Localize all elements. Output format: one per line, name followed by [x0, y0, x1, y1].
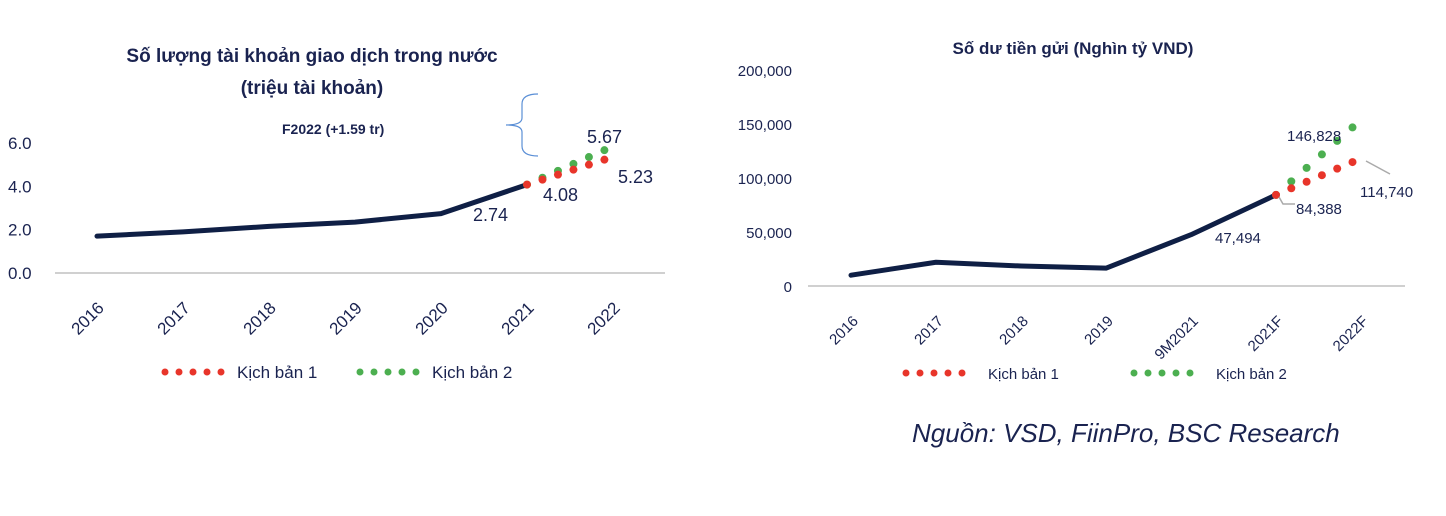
- legend-marker-1: [217, 368, 225, 376]
- y-tick-label: 4.0: [8, 177, 32, 196]
- data-label: 2.74: [473, 205, 508, 225]
- chart-title: Số dư tiền gửi (Nghìn tỷ VND): [953, 39, 1194, 58]
- legend-marker-2: [398, 368, 406, 376]
- forecast-dot-2: [1317, 150, 1326, 159]
- legend-marker-2: [1158, 369, 1166, 377]
- legend-marker-1: [203, 368, 211, 376]
- x-tick-label: 2021F: [1245, 313, 1287, 355]
- forecast-dot-1: [1302, 177, 1311, 186]
- legend-marker-1: [930, 369, 938, 377]
- legend-marker-1: [161, 368, 169, 376]
- actual-series-line: [848, 192, 1279, 278]
- x-tick-label: 2020: [412, 298, 452, 338]
- source-note: Nguồn: VSD, FiinPro, BSC Research: [912, 418, 1340, 448]
- legend-label: Kịch bản 1: [988, 366, 1059, 383]
- x-tick-label: 2016: [826, 313, 862, 349]
- legend-marker-2: [1172, 369, 1180, 377]
- y-tick-label: 2.0: [8, 221, 32, 240]
- forecast-dot-1: [584, 160, 593, 169]
- y-tick-label: 150,000: [738, 117, 792, 134]
- forecast-dot-2: [569, 159, 578, 168]
- actual-series-line: [94, 182, 530, 239]
- forecast-dot-2: [1348, 123, 1357, 132]
- x-tick-label: 2016: [68, 298, 108, 338]
- x-tick-label: 2022: [584, 298, 624, 338]
- forecast-dot-1: [523, 180, 531, 189]
- forecast-dot-2: [1302, 163, 1311, 172]
- legend-marker-1: [189, 368, 197, 376]
- x-tick-label: 9M2021: [1151, 313, 1201, 363]
- forecast-dot-1: [538, 175, 547, 184]
- annotation-text: F2022 (+1.59 tr): [282, 121, 384, 137]
- legend-marker-1: [902, 369, 910, 377]
- x-tick-label: 2017: [154, 298, 194, 338]
- forecast-dot-2: [600, 146, 609, 155]
- legend-marker-2: [1144, 369, 1152, 377]
- y-tick-label: 0.0: [8, 264, 32, 283]
- chart-subtitle: (triệu tài khoản): [241, 78, 384, 99]
- forecast-dot-1: [1317, 171, 1326, 180]
- data-label: 5.67: [587, 127, 622, 147]
- x-tick-label: 2022F: [1330, 313, 1372, 355]
- legend-label: Kịch bản 2: [432, 363, 512, 382]
- legend-marker-2: [1186, 369, 1194, 377]
- y-tick-label: 200,000: [738, 63, 792, 80]
- legend-marker-1: [916, 369, 924, 377]
- legend-marker-2: [356, 368, 364, 376]
- legend-marker-1: [175, 368, 183, 376]
- x-tick-label: 2018: [996, 313, 1032, 349]
- y-tick-label: 50,000: [746, 225, 792, 242]
- forecast-dot-1: [1272, 190, 1280, 199]
- legend-marker-1: [944, 369, 952, 377]
- data-label: 114,740: [1360, 184, 1413, 201]
- data-label: 84,388: [1296, 201, 1342, 218]
- y-tick-label: 6.0: [8, 134, 32, 153]
- legend-marker-1: [958, 369, 966, 377]
- legend-label: Kịch bản 2: [1216, 366, 1287, 383]
- legend-marker-2: [412, 368, 420, 376]
- forecast-dot-2: [584, 153, 593, 162]
- data-label: 4.08: [543, 185, 578, 205]
- annotation-bracket: [505, 93, 539, 157]
- forecast-dot-1: [1348, 158, 1357, 167]
- forecast-dot-1: [569, 165, 578, 174]
- chart-title: Số lượng tài khoản giao dịch trong nước: [126, 46, 498, 67]
- y-tick-label: 100,000: [738, 171, 792, 188]
- forecast-dot-1: [1333, 164, 1342, 173]
- legend-marker-2: [1130, 369, 1138, 377]
- forecast-dot-1: [600, 155, 609, 164]
- data-label: 146,828: [1287, 128, 1341, 145]
- forecast-dot-1: [553, 170, 562, 179]
- x-tick-label: 2021: [498, 298, 538, 338]
- x-tick-label: 2019: [326, 298, 366, 338]
- y-tick-label: 0: [784, 279, 792, 296]
- forecast-dot-2: [1333, 136, 1342, 145]
- x-tick-label: 2018: [240, 298, 280, 338]
- forecast-dot-1: [1287, 184, 1296, 193]
- label-leader-line: [1365, 160, 1391, 175]
- x-tick-label: 2017: [911, 313, 947, 349]
- legend-marker-2: [370, 368, 378, 376]
- data-label: 5.23: [618, 167, 653, 187]
- x-tick-label: 2019: [1081, 313, 1117, 349]
- label-leader-line: [1278, 196, 1295, 205]
- data-label: 47,494: [1215, 230, 1261, 247]
- forecast-dot-2: [1287, 177, 1296, 186]
- legend-label: Kịch bản 1: [237, 363, 317, 382]
- legend-marker-2: [384, 368, 392, 376]
